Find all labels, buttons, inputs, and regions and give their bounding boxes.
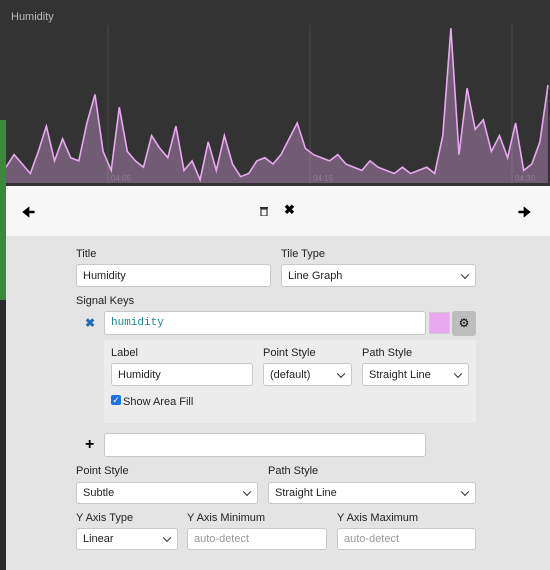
chart: Humidity 04:05 04:15 04:30: [0, 0, 550, 186]
side-strip: [0, 120, 6, 300]
color-swatch[interactable]: [429, 312, 450, 334]
point-style-select[interactable]: (default): [263, 363, 352, 386]
label: Tile Type: [281, 248, 326, 260]
title-input[interactable]: Humidity: [76, 264, 271, 287]
x-label: 04:15: [313, 174, 334, 183]
checkbox[interactable]: ✓: [111, 395, 121, 405]
point-style-select[interactable]: Subtle: [76, 482, 258, 504]
checkbox-label: Show Area Fill: [123, 396, 194, 408]
prev-button[interactable]: 🠈: [22, 204, 36, 220]
label-input[interactable]: Humidity: [111, 363, 253, 386]
new-signal-input[interactable]: [104, 433, 426, 457]
area: [6, 28, 548, 184]
label: Y Axis Minimum: [187, 512, 266, 524]
line: [5, 28, 549, 183]
label: Y Axis Type: [76, 512, 134, 524]
delete-button[interactable]: [259, 205, 269, 216]
add-signal[interactable]: +: [85, 436, 95, 453]
next-button[interactable]: 🠊: [518, 204, 532, 220]
close-button[interactable]: ✖: [284, 202, 295, 217]
y-max-input[interactable]: auto-detect: [337, 528, 476, 550]
x-label: 04:30: [515, 174, 536, 183]
label: Path Style: [362, 347, 413, 359]
path-style-select[interactable]: Straight Line: [362, 363, 469, 386]
remove-signal[interactable]: ✖: [85, 316, 96, 330]
label: Signal Keys: [76, 295, 135, 307]
label: Title: [76, 248, 97, 260]
tile-type-select[interactable]: Line Graph: [281, 264, 476, 287]
x-label: 04:05: [111, 174, 132, 183]
label: Label: [111, 347, 138, 359]
chart-title: Humidity: [11, 11, 54, 23]
y-axis-type-select[interactable]: Linear: [76, 528, 178, 550]
label: Point Style: [76, 465, 129, 477]
label: Path Style: [268, 465, 319, 477]
chart-bg: [0, 0, 550, 186]
label: Point Style: [263, 347, 316, 359]
y-min-input[interactable]: auto-detect: [187, 528, 327, 550]
toolbar: 🠈 ✖ 🠊: [6, 186, 550, 236]
path-style-select[interactable]: Straight Line: [268, 482, 476, 504]
settings-button[interactable]: ⚙: [452, 311, 476, 336]
label: Y Axis Maximum: [337, 512, 419, 524]
signal-key-input[interactable]: humidity: [104, 311, 426, 335]
